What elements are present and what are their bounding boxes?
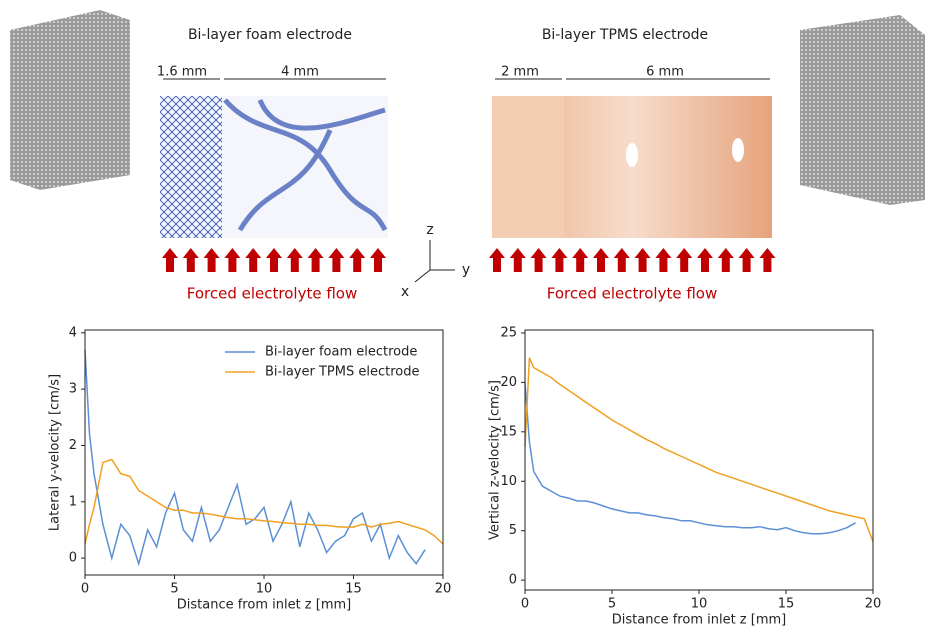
flow-arrow xyxy=(308,248,324,272)
flow-arrow xyxy=(204,248,220,272)
flow-arrow xyxy=(655,248,671,272)
flow-arrow xyxy=(183,248,199,272)
y-tick-label: 3 xyxy=(69,382,77,397)
series-line xyxy=(525,358,873,542)
plot-frame xyxy=(525,330,873,590)
flow-arrow xyxy=(370,248,386,272)
y-tick-label: 25 xyxy=(500,325,517,340)
flow-arrow xyxy=(614,248,630,272)
flow-arrow xyxy=(635,248,651,272)
series-line xyxy=(85,460,443,545)
y-tick-label: 4 xyxy=(69,325,77,340)
y-tick-label: 2 xyxy=(69,438,77,453)
flow-arrow xyxy=(489,248,505,272)
y-axis-label: Vertical z-velocity [cm/s] xyxy=(488,380,503,540)
x-tick-label: 5 xyxy=(170,582,178,597)
axis-z: z xyxy=(426,222,433,238)
foam-3d xyxy=(10,10,130,190)
flow-arrow xyxy=(551,248,567,272)
flow-arrow xyxy=(531,248,547,272)
flow-label: Forced electrolyte flow xyxy=(547,285,717,303)
y-tick-label: 0 xyxy=(509,573,517,588)
x-tick-label: 10 xyxy=(691,597,708,612)
flow-arrow xyxy=(287,248,303,272)
y-axis-label: Lateral y-velocity [cm/s] xyxy=(48,374,63,531)
y-tick-label: 1 xyxy=(69,494,77,509)
flow-arrow xyxy=(224,248,240,272)
flow-arrow xyxy=(739,248,755,272)
illustrations xyxy=(10,10,925,282)
foam-title: Bi-layer foam electrode xyxy=(188,27,352,43)
y-tick-label: 5 xyxy=(509,523,517,538)
flow-arrow xyxy=(697,248,713,272)
flow-arrow xyxy=(245,248,261,272)
x-axis-label: Distance from inlet z [mm] xyxy=(612,613,786,628)
legend-label: Bi-layer foam electrode xyxy=(265,345,417,360)
axis-y: y xyxy=(462,262,470,278)
x-tick-label: 10 xyxy=(256,582,273,597)
flow-arrow xyxy=(349,248,365,272)
legend-label: Bi-layer TPMS electrode xyxy=(265,365,419,380)
series-line xyxy=(525,382,856,533)
dimension: 2 mm xyxy=(501,65,539,80)
flow-arrow xyxy=(572,248,588,272)
flow-arrow xyxy=(328,248,344,272)
x-tick-label: 0 xyxy=(521,597,529,612)
flow-arrow xyxy=(266,248,282,272)
x-tick-label: 20 xyxy=(865,597,882,612)
tpms-3d xyxy=(800,15,925,205)
figure: Bi-layer foam electrode Bi-layer TPMS el… xyxy=(0,0,932,630)
dimension: 4 mm xyxy=(281,65,319,80)
y-tick-label: 15 xyxy=(500,424,517,439)
y-tick-label: 0 xyxy=(69,551,77,566)
series-line xyxy=(85,350,425,564)
tpms-title: Bi-layer TPMS electrode xyxy=(542,27,708,43)
flow-arrow xyxy=(759,248,775,272)
x-axis-label: Distance from inlet z [mm] xyxy=(177,598,351,613)
y-tick-label: 10 xyxy=(500,474,517,489)
flow-label: Forced electrolyte flow xyxy=(187,285,357,303)
flow-arrow xyxy=(593,248,609,272)
axis-x: x xyxy=(401,284,409,300)
flow-arrow xyxy=(162,248,178,272)
flow-arrow xyxy=(510,248,526,272)
x-tick-label: 20 xyxy=(435,582,452,597)
flow-arrow xyxy=(718,248,734,272)
flow-arrow xyxy=(676,248,692,272)
foam-fine-layer xyxy=(160,96,222,238)
tpms-fine-layer xyxy=(492,96,564,238)
dimension: 6 mm xyxy=(646,65,684,80)
y-tick-label: 20 xyxy=(500,375,517,390)
x-tick-label: 15 xyxy=(345,582,362,597)
x-tick-label: 15 xyxy=(778,597,795,612)
dimension: 1.6 mm xyxy=(157,65,207,80)
x-tick-label: 0 xyxy=(81,582,89,597)
x-tick-label: 5 xyxy=(608,597,616,612)
